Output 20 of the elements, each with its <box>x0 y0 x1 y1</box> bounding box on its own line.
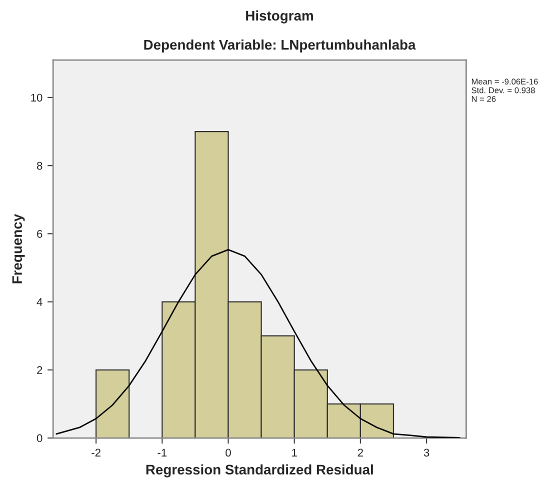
x-tick-label: -1 <box>158 448 167 456</box>
y-axis-title: Frequency <box>12 214 25 284</box>
line-series <box>56 249 460 438</box>
x-tick-label: 0 <box>226 448 231 457</box>
chart-subtitle: Dependent Variable: LNpertumbuhanlaba <box>144 40 416 52</box>
y-tick-label: 4 <box>36 298 42 306</box>
y-tick-label: 8 <box>36 162 42 170</box>
text: N = 26 <box>472 96 496 102</box>
y-tick-label: 0 <box>36 434 42 442</box>
x-tick-label: 3 <box>424 448 430 457</box>
x-axis-title: Regression Standardized Residual <box>146 464 373 478</box>
y-tick-label: 10 <box>31 94 42 102</box>
chart-title: Histogram <box>246 10 313 24</box>
y-tick-label: 6 <box>37 230 42 238</box>
x-tick-label: -2 <box>92 448 100 456</box>
x-tick-label: 2 <box>358 448 363 456</box>
y-tick-label: 2 <box>37 366 42 374</box>
text: Std. Dev. = 0.938 <box>472 87 535 94</box>
text: Mean = -9.06E-16 <box>472 78 538 85</box>
x-tick-label: 1 <box>292 448 297 456</box>
